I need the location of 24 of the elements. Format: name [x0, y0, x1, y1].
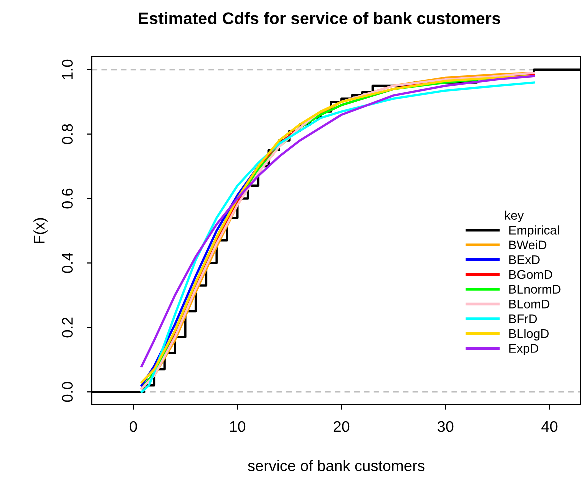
legend-label: ExpD [510, 344, 539, 356]
legend-label: BLlogD [510, 329, 549, 341]
legend-label: BExD [510, 256, 540, 264]
y-tick-label: 0.4 [62, 253, 74, 274]
legend-label: BLomD [510, 300, 550, 309]
x-tick-label: 20 [334, 421, 350, 432]
legend-title: key [505, 210, 524, 223]
y-tick-label: 0.2 [62, 318, 74, 338]
x-axis-title: service of bank customers [248, 460, 425, 472]
y-tick-label: 1.0 [62, 60, 74, 80]
x-tick-label: 10 [230, 421, 246, 432]
legend-label: BWeiD [510, 240, 547, 250]
legend-label: Empirical [510, 226, 560, 238]
x-tick-label: 30 [438, 421, 454, 432]
legend-label: BGomD [510, 270, 552, 280]
legend-label: BLnormD [510, 285, 561, 294]
legend-label: BFrD [510, 314, 538, 324]
y-tick-label: 0.6 [62, 188, 74, 209]
x-tick-label: 40 [542, 421, 558, 432]
y-tick-label: 0.0 [62, 382, 74, 402]
y-tick-label: 0.8 [62, 124, 74, 144]
y-axis-title: F(x) [34, 218, 48, 244]
chart-title: Estimated Cdfs for service of bank customers [139, 12, 500, 24]
x-tick-label: 0 [130, 421, 138, 432]
